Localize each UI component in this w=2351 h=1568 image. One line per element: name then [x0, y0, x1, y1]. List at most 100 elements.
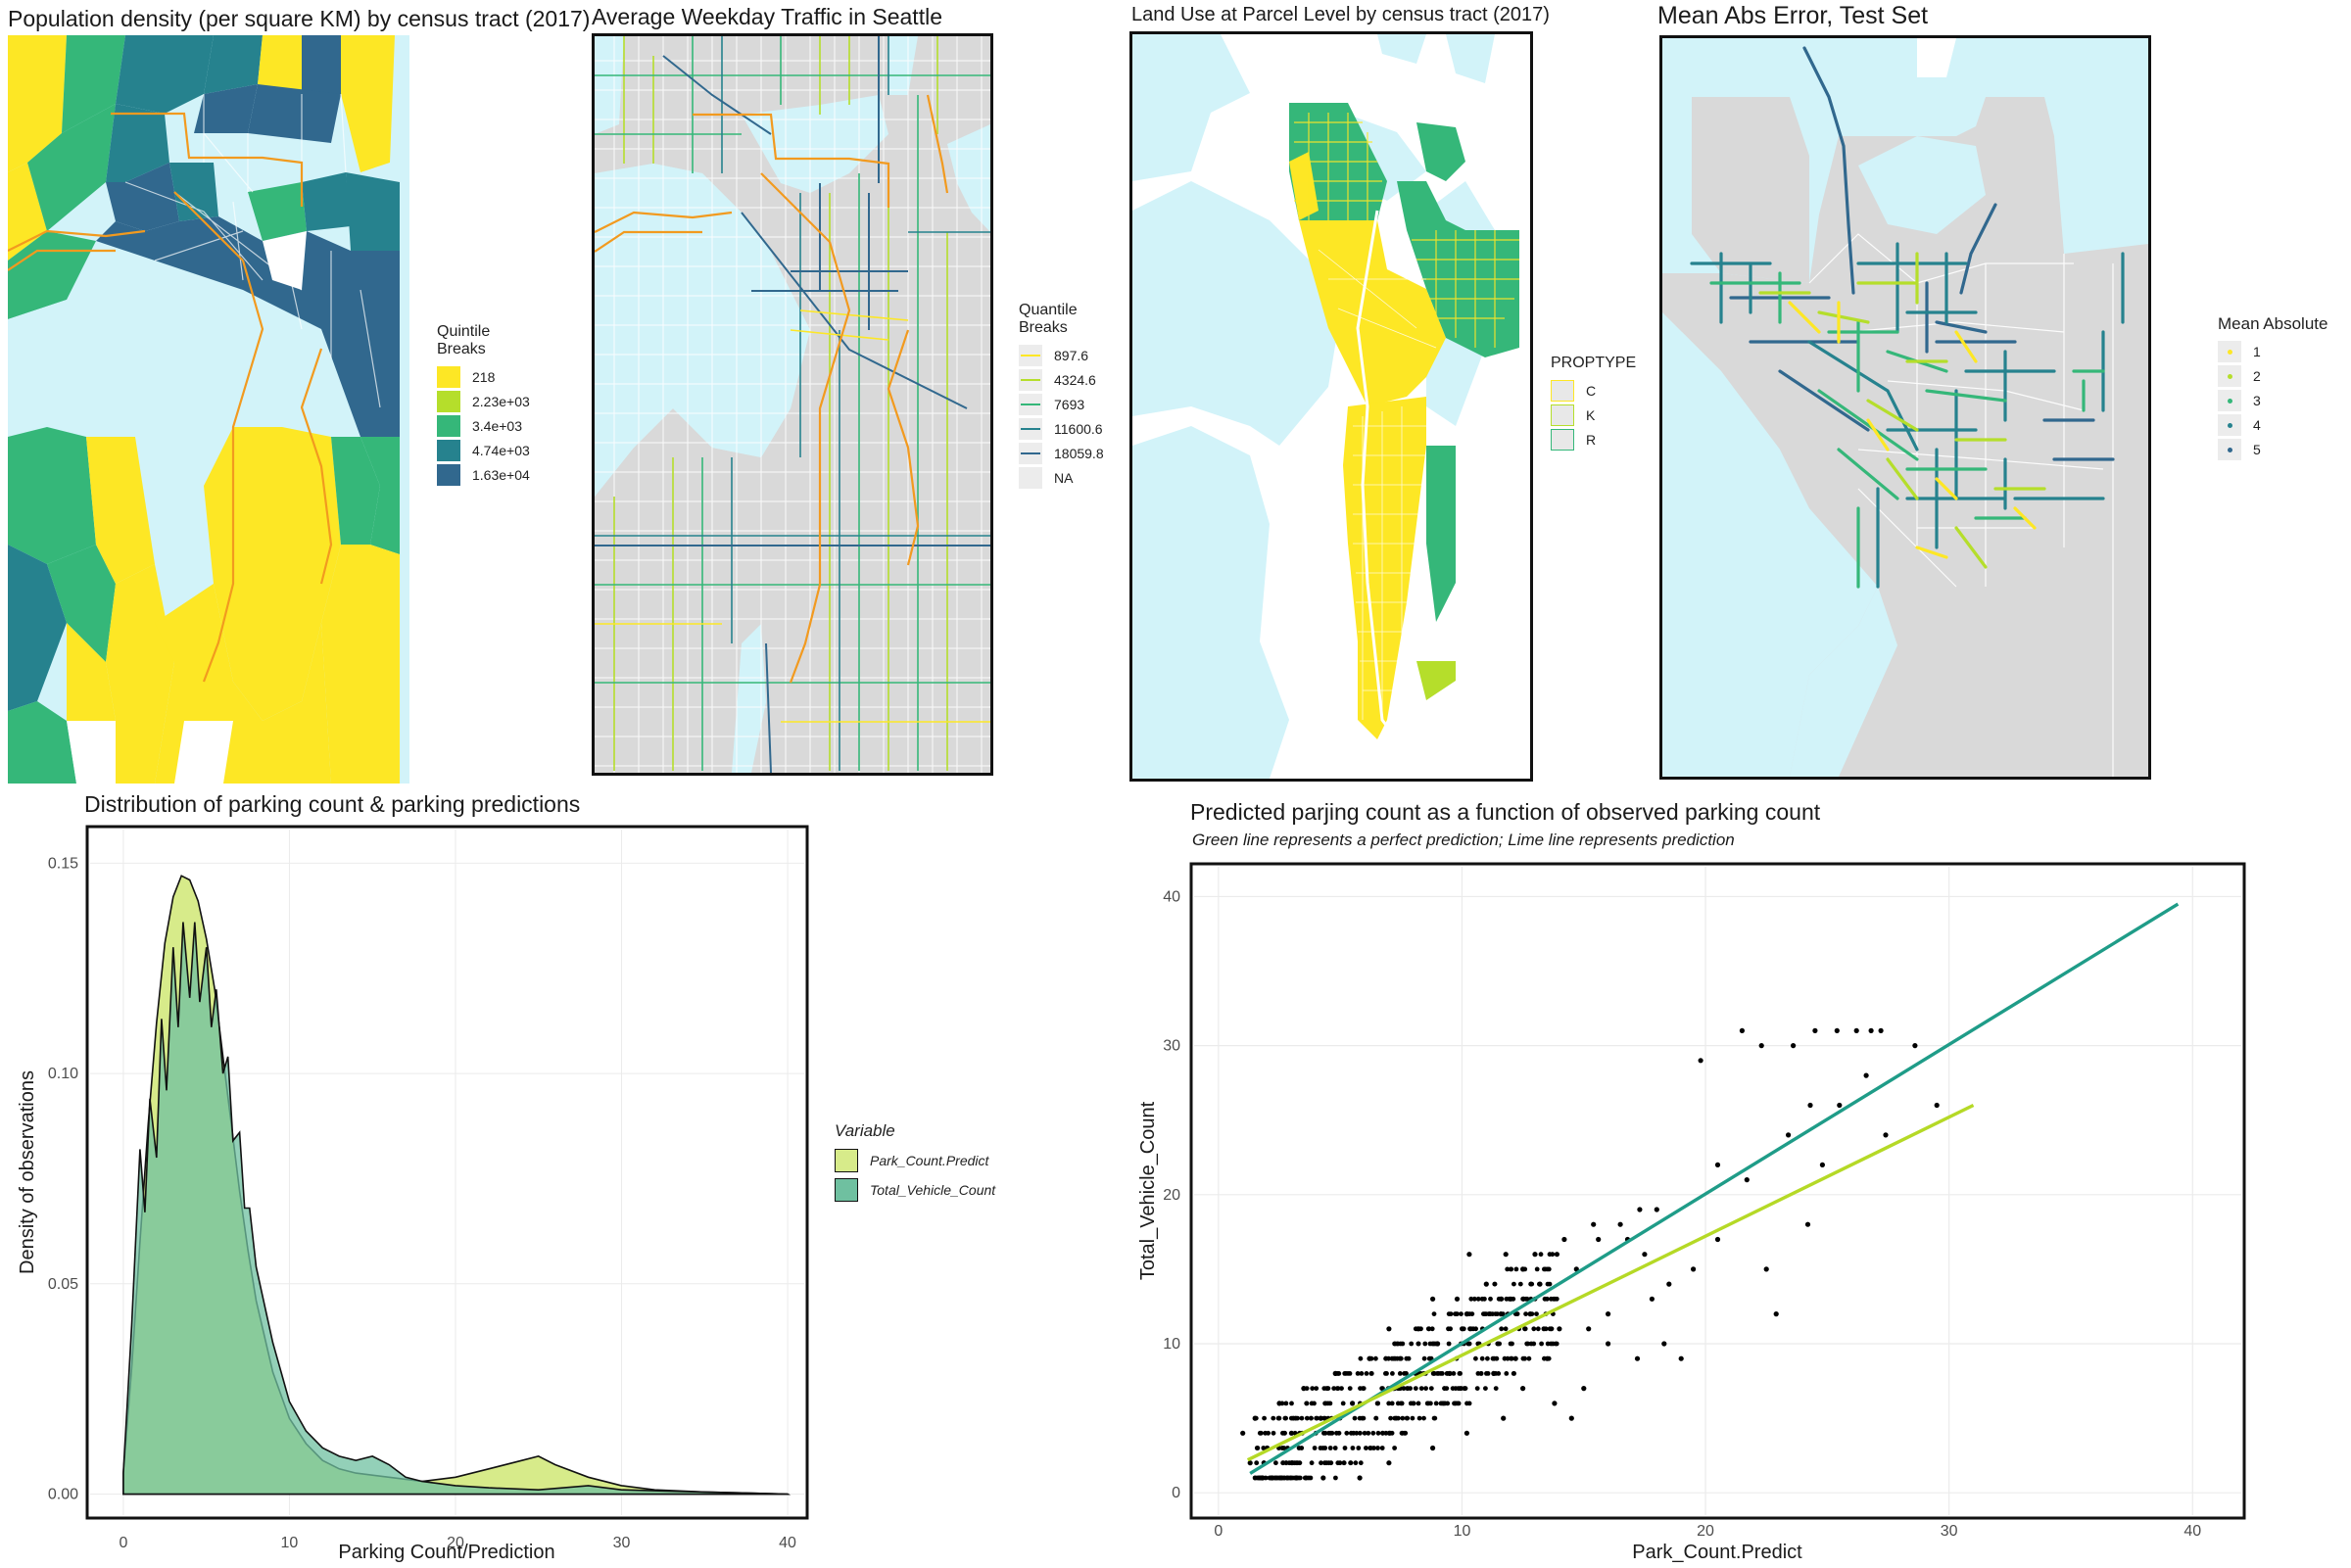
scatter-point — [1552, 1401, 1558, 1406]
scatter-point — [1367, 1355, 1372, 1361]
legend-label: NA — [1054, 469, 1074, 486]
tract — [62, 35, 125, 133]
scatter-point — [1511, 1371, 1516, 1376]
scatter-point — [1883, 1132, 1889, 1138]
population-map-canvas — [8, 35, 400, 784]
x-tick-label: 20 — [447, 1535, 464, 1551]
scatter-point — [1332, 1446, 1338, 1450]
legend-label: 1.63e+04 — [472, 466, 530, 483]
tract — [106, 564, 174, 784]
scatter-point — [1460, 1326, 1464, 1332]
legend-swatch — [1019, 442, 1042, 464]
scatter-point — [1473, 1326, 1478, 1332]
scatter-point — [1404, 1371, 1409, 1376]
scatter-point — [1553, 1341, 1559, 1347]
scatter-point — [1362, 1430, 1367, 1436]
legend-item: 1 — [2218, 339, 2351, 363]
legend-item: 4324.6 — [1019, 367, 1097, 392]
scatter-point — [1568, 1415, 1574, 1421]
scatter-point — [1335, 1460, 1341, 1466]
traffic-map[interactable] — [592, 33, 993, 776]
scatter-point — [1463, 1430, 1469, 1436]
scatter-point — [1258, 1475, 1264, 1481]
scatter-point — [1429, 1326, 1435, 1332]
scatter-point — [1878, 1027, 1884, 1033]
scatter-point — [1279, 1401, 1285, 1406]
x-tick-label: 10 — [1454, 1523, 1471, 1540]
scatter-point — [1488, 1296, 1493, 1302]
scatter-point — [1415, 1401, 1421, 1406]
legend-swatch — [437, 439, 460, 461]
scatter-point — [1458, 1371, 1463, 1376]
legend-item: 4.74e+03 — [437, 438, 574, 462]
scatter-point — [1450, 1386, 1456, 1391]
scatter-point — [1546, 1355, 1552, 1361]
scatter-point — [1254, 1446, 1260, 1450]
scatter-point — [1819, 1162, 1825, 1167]
scatter-point — [1353, 1460, 1359, 1466]
scatter-point — [1637, 1207, 1643, 1212]
scatter-point — [1542, 1355, 1547, 1361]
scatter-point — [1252, 1475, 1258, 1481]
landuse-c — [1289, 152, 1319, 220]
legend-swatch — [1019, 368, 1042, 391]
y-tick-label: 40 — [1163, 888, 1180, 905]
mae-legend: Mean Absolute 1 2 3 4 5 — [2218, 315, 2351, 461]
scatter-point — [1292, 1430, 1298, 1436]
tract — [106, 163, 179, 231]
scatter-point — [1294, 1460, 1299, 1466]
scatter-point — [1400, 1415, 1406, 1421]
legend-item: 3.4e+03 — [437, 413, 574, 438]
scatter-point — [1466, 1252, 1472, 1258]
scatter-point — [1289, 1401, 1294, 1406]
scatter-point — [1336, 1430, 1342, 1436]
scatter-point — [1483, 1386, 1488, 1391]
scatter-point — [1433, 1401, 1439, 1406]
scatter-point — [1698, 1058, 1703, 1064]
scatter-point — [1413, 1326, 1418, 1332]
legend-swatch — [2218, 438, 2241, 460]
grid — [1194, 867, 2241, 1515]
legend-swatch — [835, 1178, 858, 1202]
tract — [360, 437, 400, 554]
scatter-point — [1323, 1386, 1329, 1391]
landuse-map[interactable] — [1129, 31, 1533, 782]
scatter-point — [1309, 1401, 1315, 1406]
scatter-point — [1427, 1341, 1433, 1347]
legend-item: 11600.6 — [1019, 416, 1103, 441]
scatter-point — [1475, 1296, 1481, 1302]
legend-swatch — [835, 1149, 858, 1172]
water — [888, 36, 918, 95]
scatter-point — [1510, 1341, 1514, 1347]
water — [1132, 34, 1250, 181]
scatter-point — [1388, 1415, 1393, 1421]
scatter-point — [1456, 1386, 1461, 1391]
mae-map[interactable] — [1659, 35, 2151, 780]
scatter-point — [1499, 1326, 1505, 1332]
scatter-point — [1532, 1252, 1538, 1258]
density-chart: 0 10 20 30 40 0.00 0.05 0.10 0.15 Parking Count/… — [17, 825, 809, 1563]
scatter-point — [1463, 1386, 1468, 1391]
scatter-point — [1292, 1475, 1298, 1481]
landuse-map-panel: Land Use at Parcel Level by census tract… — [1122, 0, 1670, 784]
scatter-point — [1288, 1430, 1294, 1436]
tract — [8, 701, 76, 784]
y-tick-label: 0.10 — [48, 1066, 78, 1082]
scatter-point — [1321, 1415, 1326, 1421]
legend-item: 897.6 — [1019, 343, 1097, 367]
scatter-point — [1401, 1386, 1407, 1391]
scatter-point — [1508, 1266, 1513, 1272]
tract — [248, 182, 307, 241]
scatter-point — [1409, 1341, 1415, 1347]
scatter-point — [1483, 1281, 1489, 1287]
scatter-point — [1387, 1430, 1392, 1436]
tract — [47, 545, 116, 662]
x-tick-label: 40 — [779, 1535, 796, 1551]
legend-swatch — [2218, 364, 2241, 387]
scatter-point — [1285, 1475, 1291, 1481]
traffic-map-canvas — [595, 36, 990, 773]
scatter-point — [1495, 1341, 1501, 1347]
scatter-point — [1405, 1415, 1411, 1421]
water — [1132, 181, 1338, 446]
population-map[interactable] — [8, 35, 409, 784]
